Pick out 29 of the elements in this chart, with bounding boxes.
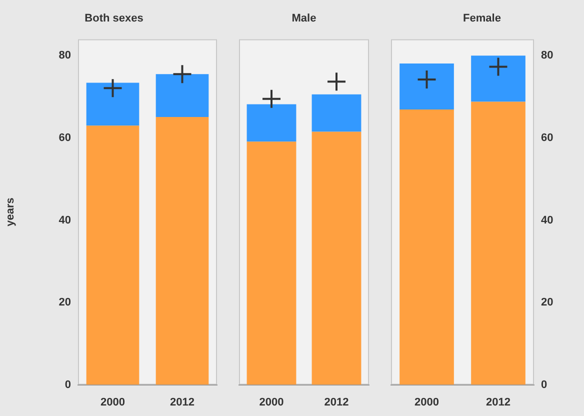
chart-title: Both sexes: [84, 12, 144, 25]
y2-tick-label: 20: [541, 296, 554, 309]
y-tick-label: 0: [64, 378, 71, 391]
bar: [86, 82, 140, 126]
x-tick-label: 2012: [486, 396, 510, 408]
bar: [312, 132, 362, 385]
bar: [86, 126, 140, 385]
bar: [156, 74, 209, 117]
bar: [400, 63, 454, 110]
y-tick-label: 80: [58, 50, 71, 62]
x-tick-label: 2000: [259, 396, 284, 408]
chart-title: Male: [292, 12, 316, 25]
y2-tick-label: 40: [541, 214, 554, 226]
x-tick-label: 2000: [100, 396, 125, 408]
x-tick-label: 2000: [414, 396, 439, 408]
y-tick-label: 60: [58, 132, 71, 144]
x-tick-label: 2012: [324, 396, 349, 408]
bar: [246, 104, 296, 142]
x-tick-label: 2012: [170, 396, 194, 408]
chart-title: Female: [463, 12, 501, 25]
y-axis-title: years: [4, 198, 17, 226]
y-tick-label: 40: [58, 214, 71, 226]
y-tick-label: 20: [58, 296, 71, 309]
y2-tick-label: 80: [541, 50, 554, 62]
bar: [246, 142, 296, 385]
y2-tick-label: 0: [541, 378, 548, 391]
y2-tick-label: 60: [541, 132, 554, 144]
bar: [471, 56, 526, 102]
bar: [312, 94, 362, 132]
